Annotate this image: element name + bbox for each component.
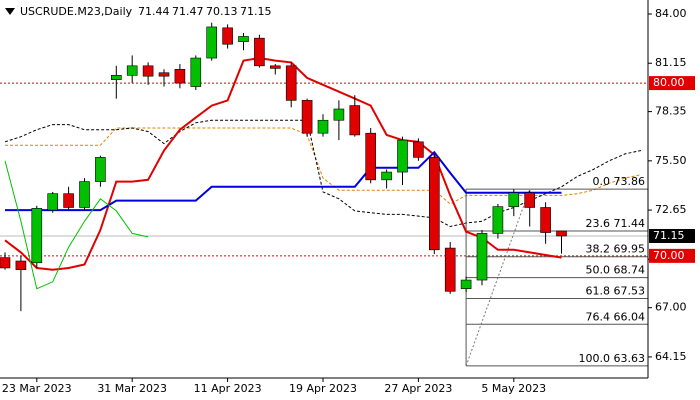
candle-body (111, 75, 122, 80)
ohlc-high: 71.47 (172, 5, 204, 18)
candle-body (381, 171, 392, 181)
indicator-line (5, 150, 562, 212)
price-tag-label: 71.15 (653, 229, 685, 242)
x-tick-label: 31 Mar 2023 (97, 382, 167, 395)
candle-body (333, 108, 345, 121)
candle-body (301, 100, 313, 134)
price-tag (649, 248, 695, 263)
candle-body (95, 157, 106, 182)
price-tag (649, 76, 695, 91)
candle-body (79, 181, 90, 208)
candle-body (508, 192, 520, 207)
candle-body (254, 37, 265, 67)
candle-body (0, 257, 11, 269)
candle-body (63, 193, 74, 208)
fib-level-text: 23.6 (586, 217, 611, 230)
ohlc-low: 70.13 (206, 5, 238, 18)
ohlc-close: 71.15 (240, 5, 272, 18)
candle-body (47, 193, 59, 211)
fib-price-text: 63.63 (614, 352, 646, 365)
candle-body (15, 260, 27, 270)
candle-body (413, 141, 424, 158)
candle-body (317, 119, 329, 134)
fib-price-text: 71.44 (614, 217, 646, 230)
price-tag (649, 228, 695, 243)
fib-price-text: 69.95 (614, 243, 646, 256)
candle-body (31, 208, 43, 264)
candle-body (397, 139, 408, 173)
y-tick-label: 67.00 (655, 301, 687, 314)
x-tick-label: 5 May 2023 (481, 382, 546, 395)
candle-body (428, 157, 440, 251)
candle-body (556, 230, 567, 237)
candle-body (158, 72, 170, 77)
candle-body (206, 26, 217, 59)
y-tick-label: 84.00 (655, 7, 687, 20)
x-tick-label: 19 Apr 2023 (289, 382, 357, 395)
x-tick-label: 23 Mar 2023 (2, 382, 72, 395)
candle-body (142, 65, 154, 77)
fib-level-text: 76.4 (586, 310, 611, 323)
candle-body (238, 36, 249, 42)
fib-level-text: 100.0 (579, 352, 611, 365)
indicator-line (4, 160, 149, 290)
y-tick-label: 78.35 (655, 105, 687, 118)
candle-body (476, 233, 488, 281)
candle-body (524, 192, 536, 208)
ohlc-open: 71.44 (138, 5, 170, 18)
menu-arrow[interactable] (5, 8, 15, 15)
price-tag-label: 70.00 (653, 249, 685, 262)
candle-body (349, 105, 361, 136)
fib-level-text: 50.0 (586, 264, 611, 277)
fib-level-text: 61.8 (586, 285, 611, 298)
candle-body (174, 68, 186, 84)
fib-label: 23.6 71.44 (586, 217, 646, 230)
fib-level-text: 0.0 (593, 175, 611, 188)
candle-body (460, 279, 472, 289)
x-tick-label: 11 Apr 2023 (194, 382, 262, 395)
fib-label: 61.8 67.53 (586, 285, 646, 298)
candle-body (126, 65, 138, 76)
indicator-line (4, 56, 562, 271)
candle-body (365, 132, 377, 181)
fib-label: 100.0 63.63 (579, 352, 646, 365)
fib-label: 50.0 68.74 (586, 264, 646, 277)
y-tick-label: 75.50 (655, 154, 687, 167)
symbol: USCRUDE.M23,Daily (20, 5, 133, 18)
fib-price-text: 66.04 (614, 310, 646, 323)
x-tick-label: 27 Apr 2023 (384, 382, 452, 395)
fib-label: 0.0 73.86 (593, 175, 646, 188)
y-tick-label: 81.15 (655, 56, 687, 69)
y-tick-label: 72.65 (655, 203, 687, 216)
y-tick-label: 64.15 (655, 350, 687, 363)
candle-body (222, 27, 233, 45)
fib-price-text: 73.86 (614, 175, 646, 188)
fib-level-text: 38.2 (586, 243, 611, 256)
candle-body (444, 247, 456, 292)
candle-body (540, 207, 551, 233)
fib-label: 76.4 66.04 (586, 310, 646, 323)
price-tag-label: 80.00 (653, 76, 685, 89)
candle-body (269, 65, 281, 69)
candle-body (285, 65, 297, 101)
candle-body (492, 206, 504, 234)
fib-price-text: 67.53 (614, 285, 646, 298)
candle-body (190, 57, 202, 87)
fib-price-text: 68.74 (614, 264, 646, 277)
fib-label: 38.2 69.95 (586, 243, 646, 256)
